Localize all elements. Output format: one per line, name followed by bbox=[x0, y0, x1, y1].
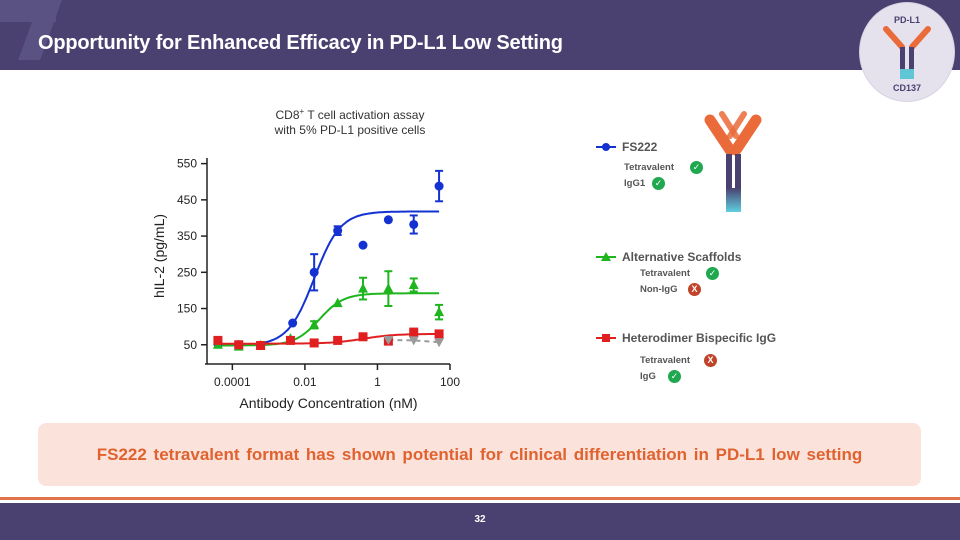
legend-feature: IgG1 bbox=[624, 178, 646, 189]
y-tick-label: 350 bbox=[177, 229, 197, 243]
x-tick-label: 0.01 bbox=[293, 375, 317, 389]
x-tick-label: 1 bbox=[374, 375, 381, 389]
data-point-series-0 bbox=[309, 267, 319, 277]
check-icon: ✓ bbox=[690, 161, 703, 174]
assay-title: CD8+ T cell activation assay with 5% PD-… bbox=[230, 104, 470, 138]
data-point-series-3 bbox=[434, 338, 445, 348]
key-message-callout: FS222 tetravalent format has shown poten… bbox=[38, 423, 921, 486]
assay-title-suffix: T cell activation assay bbox=[304, 108, 425, 122]
slide-footer bbox=[0, 503, 960, 540]
data-point-series-1 bbox=[383, 283, 394, 293]
legend-swatch bbox=[596, 252, 616, 261]
legend-feature: Tetravalent bbox=[640, 355, 690, 366]
legend-swatch bbox=[596, 143, 616, 151]
data-point-series-2 bbox=[234, 340, 244, 350]
data-point-series-2 bbox=[213, 335, 223, 345]
badge-bottom-label: CD137 bbox=[892, 83, 921, 93]
legend-label: FS222 bbox=[622, 140, 658, 154]
fit-curve-1 bbox=[217, 292, 440, 347]
y-axis-label: hIL-2 (pg/mL) bbox=[151, 214, 167, 298]
key-message-text: FS222 tetravalent format has shown poten… bbox=[96, 445, 863, 464]
cross-icon: X bbox=[688, 283, 701, 296]
assay-title-line2: with 5% PD-L1 positive cells bbox=[274, 123, 426, 137]
data-point-series-2 bbox=[434, 329, 444, 339]
cross-icon: X bbox=[704, 354, 717, 367]
y-tick-label: 150 bbox=[177, 302, 197, 316]
data-point-series-1 bbox=[309, 319, 320, 329]
antibody-illustration bbox=[704, 111, 762, 212]
data-point-series-1 bbox=[358, 283, 369, 293]
x-tick-label: 0.0001 bbox=[214, 375, 251, 389]
legend-feature: IgG bbox=[640, 371, 656, 382]
fit-curve-0 bbox=[217, 210, 440, 347]
slide-header bbox=[0, 0, 960, 70]
y-tick-label: 550 bbox=[177, 157, 197, 171]
data-point-series-2 bbox=[358, 332, 368, 342]
slide-title: Opportunity for Enhanced Efficacy in PD-… bbox=[38, 32, 563, 54]
footer-divider bbox=[0, 497, 960, 500]
data-point-series-1 bbox=[408, 279, 419, 289]
y-tick-label: 250 bbox=[177, 265, 197, 279]
legend-feature: Tetravalent bbox=[640, 268, 690, 279]
data-point-series-2 bbox=[256, 340, 266, 350]
badge-top-label: PD-L1 bbox=[893, 15, 920, 25]
data-point-series-0 bbox=[333, 226, 343, 236]
data-point-series-2 bbox=[285, 335, 295, 345]
data-point-series-0 bbox=[358, 240, 368, 250]
x-axis-label: Antibody Concentration (nM) bbox=[239, 395, 417, 411]
check-icon: ✓ bbox=[668, 370, 681, 383]
legend-feature: Tetravalent bbox=[624, 162, 674, 173]
legend-label: Alternative Scaffolds bbox=[622, 250, 742, 264]
y-tick-label: 450 bbox=[177, 193, 197, 207]
check-icon: ✓ bbox=[706, 267, 719, 280]
data-point-series-2 bbox=[409, 327, 419, 337]
legend-label: Heterodimer Bispecific IgG bbox=[622, 331, 777, 345]
data-point-series-3 bbox=[383, 336, 394, 346]
legend-swatch bbox=[596, 334, 616, 342]
data-point-series-1 bbox=[434, 306, 445, 317]
page-number: 32 bbox=[474, 514, 486, 525]
x-tick-label: 100 bbox=[440, 375, 460, 389]
data-point-series-3 bbox=[408, 336, 419, 346]
check-icon: ✓ bbox=[652, 177, 665, 190]
data-point-series-2 bbox=[333, 335, 343, 345]
y-tick-label: 50 bbox=[184, 338, 198, 352]
data-point-series-0 bbox=[409, 219, 419, 229]
dose-response-chart: 50 150 250 350 450 550 0.0001 0.01 1 100 Antibody … bbox=[151, 157, 460, 411]
badge-antibody-icon bbox=[883, 26, 931, 79]
data-point-series-0 bbox=[383, 215, 393, 225]
data-point-series-1 bbox=[332, 297, 343, 308]
assay-title-prefix: CD8 bbox=[275, 108, 300, 122]
assay-title-sup: + bbox=[299, 107, 305, 116]
target-badge: PD-L1 CD137 bbox=[859, 2, 955, 102]
data-point-series-0 bbox=[288, 318, 298, 328]
data-point-series-2 bbox=[309, 338, 319, 348]
fit-curve-2 bbox=[217, 333, 440, 345]
data-point-series-0 bbox=[434, 181, 444, 191]
legend-feature: Non-IgG bbox=[640, 284, 678, 295]
